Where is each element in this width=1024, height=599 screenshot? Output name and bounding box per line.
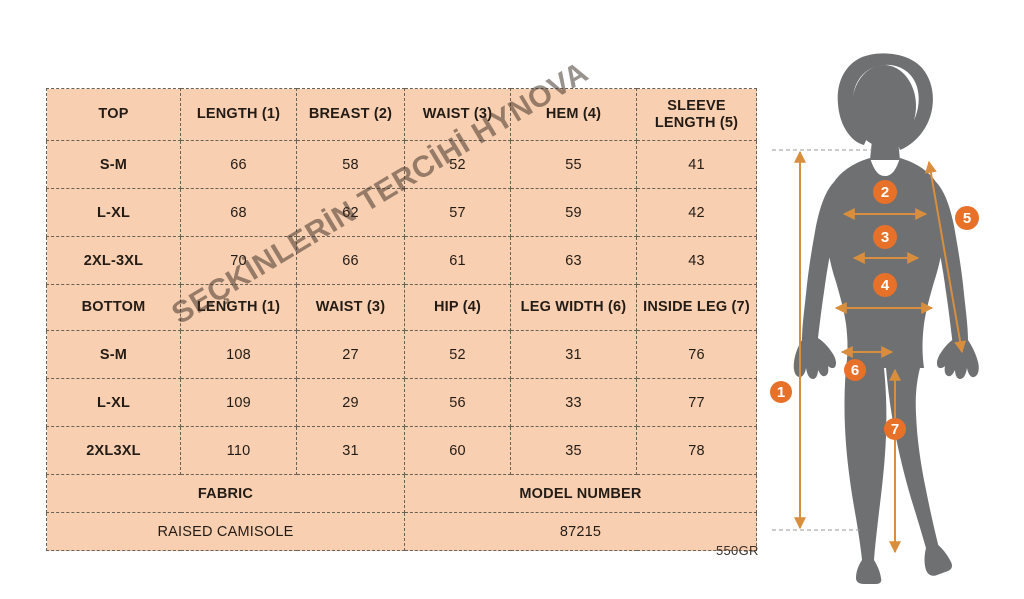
header-model-number: MODEL NUMBER (404, 474, 757, 513)
measurement-figure: 1 2 3 4 5 6 7 (764, 40, 1024, 585)
cell-top-l-xl-sleeve: 42 (636, 188, 757, 237)
cell-bottom-l-xl-inside-leg: 77 (636, 378, 757, 427)
row-label-bottom-l-xl: L-XL (46, 378, 181, 427)
cell-top-s-m-breast: 58 (296, 140, 405, 189)
row-label-top-l-xl: L-XL (46, 188, 181, 237)
cell-top-s-m-sleeve: 41 (636, 140, 757, 189)
cell-top-l-xl-breast: 62 (296, 188, 405, 237)
row-label-top-2xl-3xl: 2XL-3XL (46, 236, 181, 285)
badge-2-label: 2 (881, 184, 889, 201)
header-bottom-hip: HIP (4) (404, 284, 511, 331)
size-table: TOP LENGTH (1) BREAST (2) WAIST (3) HEM … (46, 88, 757, 551)
cell-top-2xl-3xl-length: 70 (180, 236, 297, 285)
header-top-breast: BREAST (2) (296, 88, 405, 141)
value-model-number: 87215 (404, 512, 757, 551)
cell-bottom-l-xl-hip: 56 (404, 378, 511, 427)
cell-top-2xl-3xl-waist: 61 (404, 236, 511, 285)
cell-bottom-2xl3xl-inside-leg: 78 (636, 426, 757, 475)
cell-top-l-xl-hem: 59 (510, 188, 637, 237)
header-bottom: BOTTOM (46, 284, 181, 331)
header-top-sleeve-length: SLEEVE LENGTH (5) (636, 88, 757, 141)
female-silhouette-icon (793, 53, 979, 584)
table-row: 2XL3XL 110 31 60 35 78 (46, 426, 757, 475)
header-bottom-waist: WAIST (3) (296, 284, 405, 331)
badge-6: 6 (844, 359, 866, 381)
badge-1-label: 1 (777, 384, 785, 401)
footer-header-row: FABRIC MODEL NUMBER (46, 474, 757, 513)
size-table-container: TOP LENGTH (1) BREAST (2) WAIST (3) HEM … (46, 88, 757, 551)
cell-top-s-m-length: 66 (180, 140, 297, 189)
header-top-waist: WAIST (3) (404, 88, 511, 141)
table-row: S-M 66 58 52 55 41 (46, 140, 757, 189)
cell-top-2xl-3xl-breast: 66 (296, 236, 405, 285)
footer-value-row: RAISED CAMISOLE 87215 (46, 512, 757, 551)
cell-top-s-m-waist: 52 (404, 140, 511, 189)
cell-bottom-s-m-leg-width: 31 (510, 330, 637, 379)
header-bottom-inside-leg: INSIDE LEG (7) (636, 284, 757, 331)
header-top-length: LENGTH (1) (180, 88, 297, 141)
badge-5-label: 5 (963, 210, 971, 227)
cell-bottom-l-xl-waist: 29 (296, 378, 405, 427)
cell-bottom-2xl3xl-waist: 31 (296, 426, 405, 475)
cell-bottom-l-xl-leg-width: 33 (510, 378, 637, 427)
badge-3: 3 (873, 225, 897, 249)
cell-bottom-l-xl-length: 109 (180, 378, 297, 427)
arrow-sleeve-length-5 (924, 160, 967, 354)
cell-bottom-2xl3xl-hip: 60 (404, 426, 511, 475)
row-label-top-s-m: S-M (46, 140, 181, 189)
fabric-weight-note: 550GR (716, 543, 759, 558)
bottom-header-row: BOTTOM LENGTH (1) WAIST (3) HIP (4) LEG … (46, 284, 757, 331)
cell-bottom-s-m-hip: 52 (404, 330, 511, 379)
badge-7: 7 (884, 418, 906, 440)
table-row: S-M 108 27 52 31 76 (46, 330, 757, 379)
row-label-bottom-s-m: S-M (46, 330, 181, 379)
top-header-row: TOP LENGTH (1) BREAST (2) WAIST (3) HEM … (46, 88, 757, 141)
cell-bottom-2xl3xl-length: 110 (180, 426, 297, 475)
cell-bottom-s-m-length: 108 (180, 330, 297, 379)
cell-top-l-xl-length: 68 (180, 188, 297, 237)
badge-2: 2 (873, 180, 897, 204)
badge-4-label: 4 (881, 277, 890, 294)
badge-1: 1 (770, 381, 792, 403)
badge-7-label: 7 (891, 421, 899, 438)
header-bottom-length: LENGTH (1) (180, 284, 297, 331)
cell-bottom-s-m-waist: 27 (296, 330, 405, 379)
cell-top-s-m-hem: 55 (510, 140, 637, 189)
badge-5: 5 (955, 206, 979, 230)
badge-3-label: 3 (881, 229, 889, 246)
cell-top-2xl-3xl-hem: 63 (510, 236, 637, 285)
header-fabric: FABRIC (46, 474, 405, 513)
header-top-hem: HEM (4) (510, 88, 637, 141)
header-top: TOP (46, 88, 181, 141)
cell-bottom-2xl3xl-leg-width: 35 (510, 426, 637, 475)
table-row: L-XL 68 62 57 59 42 (46, 188, 757, 237)
badge-6-label: 6 (851, 362, 859, 379)
header-bottom-leg-width: LEG WIDTH (6) (510, 284, 637, 331)
cell-bottom-s-m-inside-leg: 76 (636, 330, 757, 379)
cell-top-2xl-3xl-sleeve: 43 (636, 236, 757, 285)
row-label-bottom-2xl3xl: 2XL3XL (46, 426, 181, 475)
cell-top-l-xl-waist: 57 (404, 188, 511, 237)
value-fabric: RAISED CAMISOLE (46, 512, 405, 551)
badge-4: 4 (873, 273, 897, 297)
table-row: L-XL 109 29 56 33 77 (46, 378, 757, 427)
table-row: 2XL-3XL 70 66 61 63 43 (46, 236, 757, 285)
